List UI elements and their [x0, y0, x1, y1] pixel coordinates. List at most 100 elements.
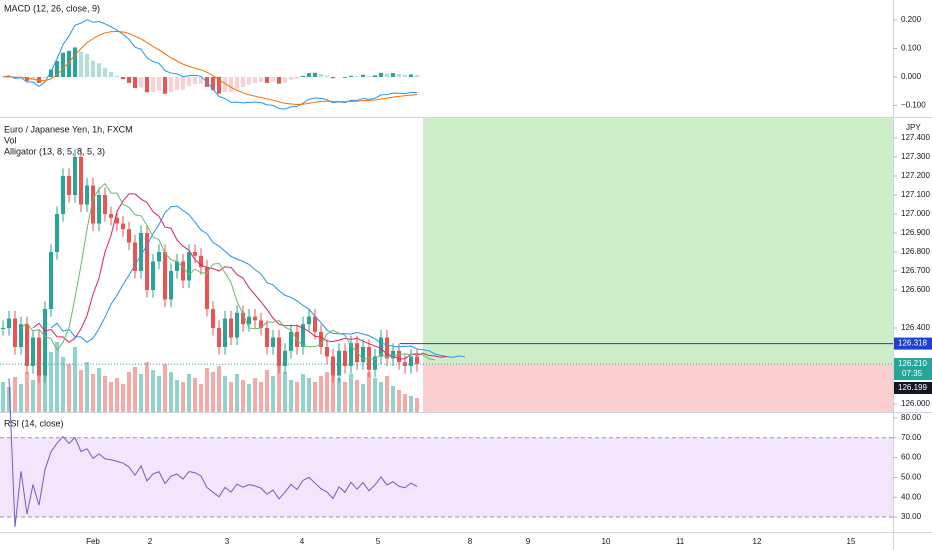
volume-bar [175, 380, 179, 412]
volume-bar [265, 370, 269, 412]
symbol-title: Euro / Japanese Yen, 1h, FXCM [4, 124, 133, 134]
candle [415, 356, 419, 365]
candle [67, 176, 71, 195]
candle [1, 328, 5, 329]
volume-bar [247, 384, 251, 412]
macd-histogram [103, 67, 107, 77]
macd-histogram [313, 72, 317, 77]
macd-histogram [139, 77, 143, 88]
candle [343, 350, 347, 366]
macd-histogram [235, 77, 239, 89]
macd-histogram [223, 77, 227, 93]
macd-histogram [55, 60, 59, 77]
macd-histogram [271, 77, 275, 83]
candle [373, 356, 377, 370]
price-tag-label: 126.199 [898, 383, 927, 392]
price-tick-label: 126.900 [901, 228, 930, 237]
time-label: 2 [148, 537, 153, 546]
vol-label: Vol [4, 135, 17, 145]
volume-bar [343, 382, 347, 412]
candle [97, 195, 101, 224]
time-label: 4 [300, 537, 305, 546]
candle [247, 316, 251, 325]
volume-bar [415, 398, 419, 412]
macd-histogram [187, 77, 191, 87]
macd-histogram [253, 77, 257, 83]
candle [55, 214, 59, 252]
alligator-line [20, 182, 436, 361]
volume-bar [253, 378, 257, 412]
price-tick-label: 126.600 [901, 285, 930, 294]
macd-histogram [343, 77, 347, 78]
volume-bar [37, 367, 41, 412]
volume-bar [31, 380, 35, 412]
macd-histogram [73, 47, 77, 77]
price-tag-label: 126.318 [898, 339, 927, 348]
volume-bar [163, 364, 167, 412]
alligator-line [32, 193, 448, 360]
candle [61, 176, 65, 214]
macd-histogram [199, 77, 203, 84]
volume-bar [97, 368, 101, 412]
macd-line [2, 19, 418, 110]
volume-bar [145, 362, 149, 412]
volume-bar [109, 382, 113, 412]
profit-zone [423, 118, 893, 365]
candle [103, 195, 107, 214]
candle [85, 185, 89, 205]
candle [145, 233, 149, 290]
volume-bar [139, 374, 143, 412]
volume-bar [211, 372, 215, 412]
macd-histogram [43, 77, 47, 79]
macd-histogram [403, 74, 407, 77]
volume-bar [295, 382, 299, 412]
candle [397, 350, 401, 363]
candle [37, 337, 41, 376]
loss-zone [423, 364, 893, 412]
candle [73, 157, 77, 195]
candle [25, 324, 29, 366]
candle [19, 324, 23, 347]
volume-bar [157, 376, 161, 412]
volume-bar [103, 376, 107, 412]
volume-bar [337, 378, 341, 412]
candle [337, 350, 341, 376]
candle [211, 309, 215, 328]
volume-bar [379, 382, 383, 412]
volume-bar [319, 376, 323, 412]
macd-histogram [181, 77, 185, 90]
price-tick-label: 126.700 [901, 266, 930, 275]
macd-histogram [127, 77, 131, 83]
candle [289, 331, 293, 351]
time-label: 9 [526, 537, 531, 546]
volume-bar [235, 374, 239, 412]
candle [331, 356, 335, 376]
macd-histogram [97, 63, 101, 77]
volume-bar [169, 372, 173, 412]
macd-histogram [331, 77, 335, 79]
candle [31, 337, 35, 366]
macd-histogram [25, 77, 29, 81]
price-tick-label: 0.200 [901, 15, 922, 24]
candle [121, 223, 125, 230]
candle [325, 347, 329, 357]
price-tag-label: 126.210 [898, 359, 927, 368]
macd-histogram [151, 77, 155, 93]
volume-bar [301, 374, 305, 412]
candle [157, 252, 161, 262]
macd-histogram [67, 50, 71, 77]
candle [163, 252, 167, 300]
candle [187, 252, 191, 281]
candle [349, 343, 353, 366]
volume-bar [313, 382, 317, 412]
volume-bar [193, 378, 197, 412]
volume-bar [217, 366, 221, 412]
volume-bar [127, 372, 131, 412]
macd-histogram [175, 77, 179, 90]
price-tick-label: 50.00 [901, 473, 922, 482]
macd-histogram [85, 53, 89, 77]
volume-bar [355, 380, 359, 412]
macd-histogram [211, 77, 215, 91]
volume-bar [43, 374, 47, 412]
candle [7, 318, 11, 328]
